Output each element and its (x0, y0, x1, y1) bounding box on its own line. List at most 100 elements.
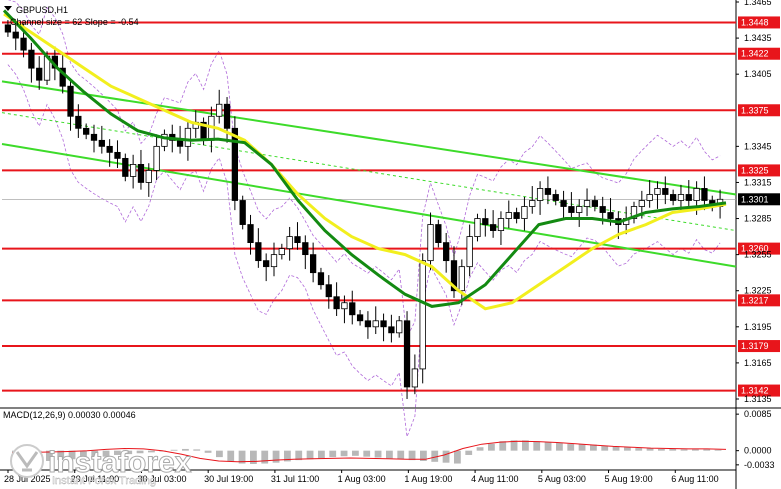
candle-body (591, 200, 599, 207)
macd-signal-line (11, 440, 727, 463)
candle-body (231, 127, 239, 201)
macd-histogram-bar (601, 445, 609, 451)
candle-body (325, 284, 332, 298)
ma-yellow-line (3, 12, 727, 311)
macd-histogram-bar (193, 449, 201, 451)
price-tick-label: 1.3255 (744, 250, 772, 260)
symbol-title: GBPUSD,H1 (16, 5, 68, 15)
price-tick-label: 1.3315 (744, 177, 772, 187)
candle-body (223, 103, 231, 129)
candle-body (216, 103, 223, 117)
level-label: 1.3375 (741, 105, 769, 115)
macd-histogram-bar (136, 450, 144, 454)
candle-body (568, 206, 575, 213)
macd-histogram-bar (522, 440, 529, 451)
candle-body (544, 188, 552, 195)
bollinger-upper (7, 0, 721, 339)
candle-body (309, 254, 317, 274)
candle-body (513, 212, 520, 219)
channel-upper-line (1, 80, 737, 196)
time-label: 5 Aug 03:00 (538, 474, 586, 484)
macd-histogram-bar (692, 449, 699, 451)
price-tick-label: 1.3465 (744, 0, 772, 7)
current-price-label: 1.3301 (741, 194, 769, 204)
candle-body (489, 224, 497, 231)
candle-body (529, 200, 536, 207)
macd-histogram-bar (148, 450, 155, 453)
watermark-tagline: Instant Forex Trading (52, 475, 156, 487)
macd-histogram-bar (46, 450, 53, 461)
candle-body (28, 49, 35, 69)
macd-histogram-bar (125, 450, 133, 455)
candle-body (83, 127, 90, 135)
candle-body (521, 206, 528, 219)
candle-body (505, 212, 512, 219)
candle-body (403, 320, 411, 388)
candle-body (669, 194, 677, 201)
macd-histogram-bar (352, 450, 359, 456)
macd-histogram-bar (204, 450, 212, 453)
dropdown-triangle-icon[interactable] (4, 6, 12, 11)
macd-histogram-bar (578, 444, 586, 451)
price-tick-label: 1.3225 (744, 286, 772, 296)
macd-histogram-bar (465, 450, 473, 455)
macd-histogram-bar (238, 450, 246, 464)
price-tick-label: 1.3345 (744, 141, 772, 151)
macd-histogram-bar (488, 443, 495, 451)
macd-histogram-bar (714, 449, 722, 451)
candle-body (67, 85, 74, 117)
candle-body (458, 266, 465, 292)
candle-body (685, 194, 692, 201)
level-label: 1.3142 (741, 386, 769, 396)
macd-histogram-bar (340, 450, 348, 457)
macd-histogram-bar (374, 450, 382, 458)
candle-body (294, 236, 301, 243)
candle-body (176, 139, 184, 147)
candle-body (638, 200, 645, 207)
watermark-brand: instaforex (48, 446, 192, 479)
macd-label: MACD(12,26,9) 0.00030 0.00046 (3, 410, 136, 420)
macd-histogram-bar (102, 450, 110, 457)
time-label: 1 Aug 19:00 (404, 474, 452, 484)
time-label: 31 Jul 11:00 (271, 474, 319, 484)
macd-histogram-bar (590, 444, 597, 451)
candle-body (466, 236, 473, 268)
macd-histogram-bar (306, 450, 314, 460)
time-label: 29 Jul 11:00 (71, 474, 119, 484)
macd-tick-label: 0.0000 (744, 446, 772, 456)
ma-green-line (2, 9, 727, 308)
macd-histogram-bar (284, 450, 291, 462)
instaforex-logo: instaforex Instant Forex Trading (10, 444, 192, 487)
candle-body (701, 188, 708, 201)
macd-histogram-bar (420, 450, 427, 461)
macd-histogram-bar (318, 450, 325, 459)
level-label: 1.3422 (741, 49, 769, 59)
macd-tick-label: 0.0085 (744, 409, 772, 419)
macd-histogram-bar (567, 443, 575, 451)
candle-body (4, 24, 12, 33)
time-label: 30 Jul 03:00 (137, 474, 186, 484)
level-label: 1.3260 (741, 244, 769, 254)
candle-body (646, 194, 653, 201)
candle-body (263, 260, 270, 268)
macd-histogram-bar (170, 449, 178, 451)
macd-histogram-bar (658, 448, 665, 451)
candle-body (599, 206, 606, 213)
level-label: 1.3325 (741, 165, 769, 175)
level-label: 1.3179 (741, 341, 769, 351)
macd-tick-label: -0.0033 (744, 460, 775, 470)
level-label: 1.3217 (741, 295, 769, 305)
candle-body (341, 302, 348, 310)
candle-body (552, 194, 559, 201)
candle-body (98, 139, 105, 147)
candle-body (349, 302, 356, 316)
macd-histogram-bar (182, 448, 189, 451)
macd-histogram-bar (646, 448, 654, 451)
macd-histogram-bar (91, 450, 99, 458)
candle-body (12, 31, 19, 39)
macd-histogram-bar (386, 450, 393, 459)
candle-body (411, 368, 419, 388)
candle-body (36, 67, 43, 81)
candle-body (450, 260, 458, 292)
